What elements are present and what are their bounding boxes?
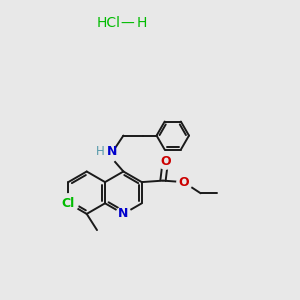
Text: H: H bbox=[136, 16, 147, 30]
Text: —: — bbox=[120, 16, 134, 30]
Text: O: O bbox=[160, 155, 171, 168]
Text: N: N bbox=[106, 145, 117, 158]
Text: O: O bbox=[178, 176, 189, 189]
Text: HCl: HCl bbox=[97, 16, 121, 30]
Text: H: H bbox=[96, 145, 105, 158]
Text: Cl: Cl bbox=[62, 197, 75, 210]
Text: N: N bbox=[118, 207, 129, 220]
